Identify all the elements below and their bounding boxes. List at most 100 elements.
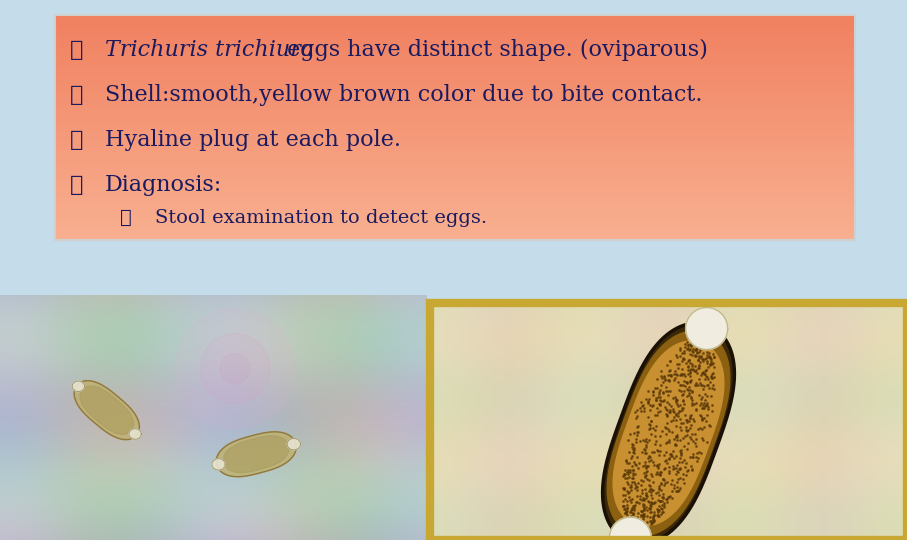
Bar bbox=[55, 123, 855, 126]
Text: Shell:smooth,yellow brown color due to bite contact.: Shell:smooth,yellow brown color due to b… bbox=[105, 84, 703, 106]
Polygon shape bbox=[74, 381, 140, 440]
Bar bbox=[55, 145, 855, 149]
Bar bbox=[55, 224, 855, 227]
Bar bbox=[55, 127, 855, 130]
Bar bbox=[55, 125, 855, 128]
Bar bbox=[55, 116, 855, 119]
Bar bbox=[55, 110, 855, 112]
Bar bbox=[55, 51, 855, 54]
Bar bbox=[55, 37, 855, 40]
Text: Stool examination to detect eggs.: Stool examination to detect eggs. bbox=[155, 209, 487, 227]
Bar bbox=[55, 85, 855, 87]
Text: ❖: ❖ bbox=[70, 129, 83, 151]
Bar bbox=[55, 150, 855, 153]
Bar bbox=[55, 191, 855, 193]
Text: Diagnosis:: Diagnosis: bbox=[105, 174, 222, 196]
Bar bbox=[55, 186, 855, 189]
Bar bbox=[55, 175, 855, 178]
Bar bbox=[55, 24, 855, 27]
Bar bbox=[55, 148, 855, 151]
Text: Trichuris trichiura: Trichuris trichiura bbox=[105, 39, 314, 61]
Bar bbox=[55, 233, 855, 236]
Bar bbox=[55, 170, 855, 173]
Bar bbox=[55, 19, 855, 22]
Bar bbox=[55, 220, 855, 222]
Bar bbox=[55, 195, 855, 198]
Bar bbox=[55, 22, 855, 24]
Bar bbox=[55, 100, 855, 103]
Text: ❖: ❖ bbox=[120, 209, 132, 227]
Bar bbox=[55, 218, 855, 220]
Bar bbox=[55, 197, 855, 200]
Bar bbox=[55, 141, 855, 144]
Bar bbox=[55, 94, 855, 97]
Bar bbox=[55, 213, 855, 216]
Bar bbox=[55, 114, 855, 117]
Bar bbox=[55, 231, 855, 234]
Bar bbox=[55, 91, 855, 94]
Bar bbox=[55, 168, 855, 171]
Polygon shape bbox=[216, 432, 297, 477]
Bar bbox=[55, 215, 855, 218]
Bar bbox=[55, 152, 855, 155]
Bar bbox=[55, 42, 855, 45]
Bar bbox=[55, 206, 855, 209]
Bar bbox=[55, 181, 855, 184]
Bar bbox=[55, 222, 855, 225]
Text: Hyaline plug at each pole.: Hyaline plug at each pole. bbox=[105, 129, 401, 151]
Bar bbox=[55, 188, 855, 191]
Bar bbox=[55, 177, 855, 180]
Bar bbox=[55, 161, 855, 164]
Bar bbox=[55, 49, 855, 51]
Polygon shape bbox=[212, 458, 225, 470]
Bar bbox=[55, 229, 855, 232]
Bar bbox=[55, 139, 855, 141]
Polygon shape bbox=[74, 381, 140, 440]
Text: ❖: ❖ bbox=[70, 174, 83, 196]
Polygon shape bbox=[288, 438, 300, 450]
Bar bbox=[55, 87, 855, 90]
Bar bbox=[55, 179, 855, 182]
Bar bbox=[55, 105, 855, 108]
Bar bbox=[55, 69, 855, 72]
Bar bbox=[55, 166, 855, 168]
Bar bbox=[55, 202, 855, 205]
Bar bbox=[55, 80, 855, 83]
Bar bbox=[55, 157, 855, 159]
Bar bbox=[55, 235, 855, 238]
Bar bbox=[55, 40, 855, 43]
Bar bbox=[55, 67, 855, 70]
Bar bbox=[55, 76, 855, 78]
Bar bbox=[55, 83, 855, 85]
Polygon shape bbox=[602, 323, 735, 540]
Bar bbox=[55, 58, 855, 60]
Bar bbox=[55, 96, 855, 99]
Bar bbox=[55, 121, 855, 124]
Bar bbox=[55, 130, 855, 132]
Polygon shape bbox=[73, 381, 84, 391]
Bar bbox=[55, 89, 855, 92]
Bar bbox=[55, 226, 855, 230]
Bar bbox=[55, 211, 855, 213]
Circle shape bbox=[175, 308, 295, 429]
Bar bbox=[55, 199, 855, 202]
Bar bbox=[55, 98, 855, 101]
Bar bbox=[55, 26, 855, 29]
Polygon shape bbox=[610, 517, 651, 540]
Bar bbox=[55, 64, 855, 68]
Polygon shape bbox=[223, 436, 289, 472]
Polygon shape bbox=[613, 341, 724, 526]
Bar bbox=[55, 134, 855, 137]
Bar bbox=[55, 172, 855, 176]
Bar bbox=[55, 53, 855, 56]
Bar bbox=[55, 35, 855, 38]
Bar bbox=[55, 56, 855, 58]
Text: ❖: ❖ bbox=[70, 84, 83, 106]
Circle shape bbox=[200, 334, 270, 403]
Bar bbox=[55, 159, 855, 162]
Bar bbox=[55, 103, 855, 105]
Bar bbox=[55, 137, 855, 139]
Bar bbox=[55, 204, 855, 207]
Bar bbox=[55, 73, 855, 76]
Bar bbox=[55, 31, 855, 33]
